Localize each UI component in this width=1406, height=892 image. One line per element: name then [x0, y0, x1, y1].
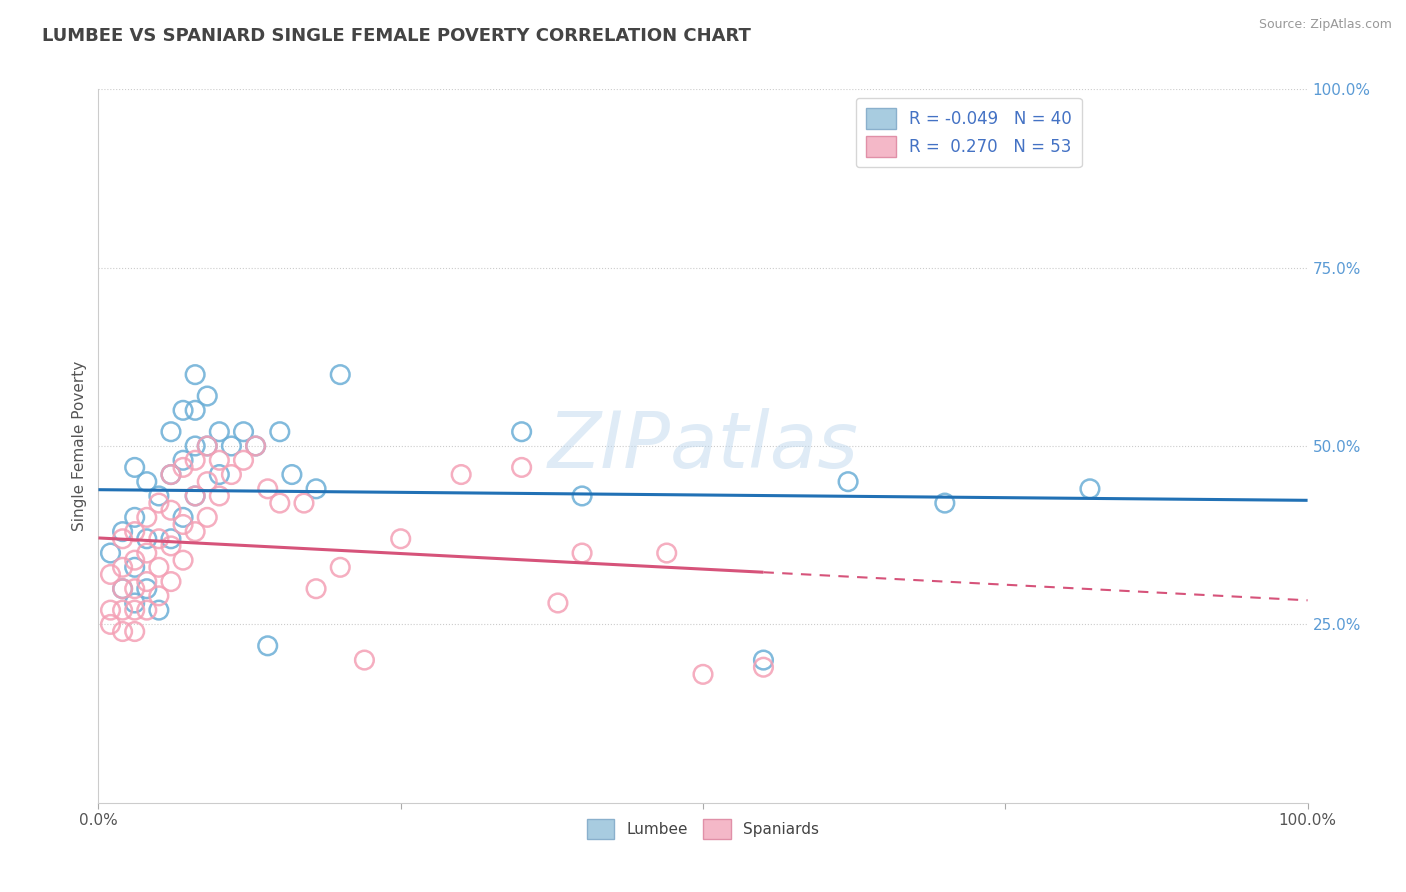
- Point: [353, 653, 375, 667]
- Point: [837, 475, 859, 489]
- Point: [111, 532, 134, 546]
- Point: [160, 539, 183, 553]
- Point: [195, 510, 218, 524]
- Point: [124, 510, 146, 524]
- Point: [269, 496, 291, 510]
- Point: [208, 453, 231, 467]
- Point: [184, 489, 207, 503]
- Point: [450, 467, 472, 482]
- Point: [305, 482, 328, 496]
- Point: [135, 510, 157, 524]
- Point: [208, 467, 231, 482]
- Point: [221, 467, 243, 482]
- Point: [111, 624, 134, 639]
- Point: [195, 439, 218, 453]
- Point: [184, 368, 207, 382]
- Point: [124, 582, 146, 596]
- Point: [124, 553, 146, 567]
- Point: [269, 425, 291, 439]
- Point: [329, 368, 352, 382]
- Point: [245, 439, 267, 453]
- Text: ZIPatlas: ZIPatlas: [547, 408, 859, 484]
- Point: [135, 475, 157, 489]
- Y-axis label: Single Female Poverty: Single Female Poverty: [72, 361, 87, 531]
- Point: [172, 453, 194, 467]
- Point: [195, 389, 218, 403]
- Point: [752, 653, 775, 667]
- Point: [100, 567, 122, 582]
- Point: [100, 617, 122, 632]
- Point: [655, 546, 678, 560]
- Point: [124, 624, 146, 639]
- Point: [172, 403, 194, 417]
- Point: [160, 467, 183, 482]
- Point: [124, 460, 146, 475]
- Point: [135, 574, 157, 589]
- Point: [160, 574, 183, 589]
- Point: [148, 603, 170, 617]
- Point: [305, 582, 328, 596]
- Point: [135, 546, 157, 560]
- Point: [292, 496, 315, 510]
- Point: [111, 603, 134, 617]
- Point: [124, 603, 146, 617]
- Point: [195, 475, 218, 489]
- Point: [124, 596, 146, 610]
- Point: [184, 489, 207, 503]
- Point: [111, 524, 134, 539]
- Point: [232, 453, 254, 467]
- Point: [160, 467, 183, 482]
- Point: [184, 524, 207, 539]
- Point: [245, 439, 267, 453]
- Point: [148, 589, 170, 603]
- Legend: Lumbee, Spaniards: Lumbee, Spaniards: [581, 814, 825, 845]
- Point: [389, 532, 412, 546]
- Point: [232, 425, 254, 439]
- Point: [1078, 482, 1101, 496]
- Point: [195, 439, 218, 453]
- Point: [160, 532, 183, 546]
- Point: [148, 560, 170, 574]
- Point: [184, 453, 207, 467]
- Point: [256, 639, 278, 653]
- Point: [172, 553, 194, 567]
- Point: [547, 596, 569, 610]
- Point: [124, 560, 146, 574]
- Point: [148, 532, 170, 546]
- Point: [135, 582, 157, 596]
- Point: [135, 532, 157, 546]
- Point: [160, 425, 183, 439]
- Point: [111, 582, 134, 596]
- Point: [111, 582, 134, 596]
- Point: [160, 503, 183, 517]
- Point: [208, 425, 231, 439]
- Point: [124, 524, 146, 539]
- Point: [281, 467, 304, 482]
- Text: LUMBEE VS SPANIARD SINGLE FEMALE POVERTY CORRELATION CHART: LUMBEE VS SPANIARD SINGLE FEMALE POVERTY…: [42, 27, 751, 45]
- Point: [148, 496, 170, 510]
- Point: [329, 560, 352, 574]
- Point: [221, 439, 243, 453]
- Point: [100, 603, 122, 617]
- Point: [184, 439, 207, 453]
- Point: [135, 603, 157, 617]
- Point: [510, 425, 533, 439]
- Text: Source: ZipAtlas.com: Source: ZipAtlas.com: [1258, 18, 1392, 31]
- Point: [111, 560, 134, 574]
- Point: [571, 546, 593, 560]
- Point: [172, 517, 194, 532]
- Point: [571, 489, 593, 503]
- Point: [184, 403, 207, 417]
- Point: [172, 460, 194, 475]
- Point: [172, 510, 194, 524]
- Point: [148, 489, 170, 503]
- Point: [752, 660, 775, 674]
- Point: [100, 546, 122, 560]
- Point: [510, 460, 533, 475]
- Point: [256, 482, 278, 496]
- Point: [692, 667, 714, 681]
- Point: [208, 489, 231, 503]
- Point: [934, 496, 956, 510]
